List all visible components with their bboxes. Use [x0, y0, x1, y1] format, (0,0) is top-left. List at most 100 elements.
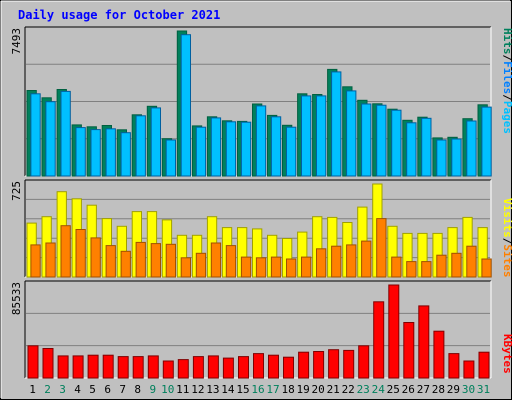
bar-sites-day-22: [346, 244, 357, 278]
x-tick-label-day-3: 3: [59, 383, 66, 396]
legend-kbytes-panel: KBytes: [501, 334, 512, 374]
bar-files-day-14: [225, 121, 237, 177]
bar-sites-day-17: [270, 256, 282, 278]
legend-visits: Visits: [501, 198, 512, 238]
bar-kbytes-day-29: [448, 353, 460, 379]
bar-kbytes-day-24: [373, 301, 385, 379]
bar-kbytes-day-31: [478, 351, 490, 379]
bar-files-day-30: [466, 120, 477, 177]
bar-sites-day-1: [30, 244, 41, 278]
bar-sites-day-31: [481, 258, 492, 278]
bar-sites-day-15: [240, 256, 252, 278]
bar-kbytes-day-16: [253, 353, 264, 379]
y-max-label-kbytes: 85533: [10, 282, 23, 315]
bar-sites-day-18: [286, 258, 297, 278]
legend-files: Files: [501, 61, 512, 94]
bar-files-day-24: [376, 104, 387, 177]
bar-files-day-25: [391, 109, 402, 177]
x-tick-label-day-2: 2: [44, 383, 51, 396]
bar-kbytes-day-8: [132, 356, 144, 379]
x-tick-label-day-30: 30: [462, 383, 475, 396]
bar-sites-day-8: [135, 241, 146, 278]
legend-kbytes: KBytes: [501, 334, 512, 374]
bar-kbytes-day-5: [87, 354, 99, 379]
x-tick-label-day-6: 6: [104, 383, 111, 396]
bar-files-day-28: [436, 139, 447, 177]
x-tick-label-day-22: 22: [342, 383, 355, 396]
x-tick-label-day-23: 23: [357, 383, 370, 396]
x-tick-label-day-20: 20: [311, 383, 324, 396]
x-tick-label-day-24: 24: [372, 383, 386, 396]
x-tick-label-day-11: 11: [176, 383, 189, 396]
bar-kbytes-day-18: [283, 356, 294, 379]
bar-kbytes-day-26: [403, 322, 415, 379]
x-tick-label-day-28: 28: [432, 383, 445, 396]
bar-files-day-29: [451, 138, 462, 177]
x-tick-label-day-12: 12: [191, 383, 204, 396]
y-max-label-hits: 7493: [10, 28, 23, 55]
bar-kbytes-day-11: [177, 359, 189, 379]
legend-hits-panel: Hits/Files/Pages: [501, 28, 512, 134]
bar-sites-day-11: [180, 257, 191, 278]
chart-title: Daily usage for October 2021: [18, 8, 220, 22]
bar-files-day-12: [195, 126, 207, 177]
bar-kbytes-day-14: [222, 357, 234, 379]
legend-sep-1: /: [501, 55, 512, 62]
x-tick-label-day-21: 21: [327, 383, 340, 396]
bar-sites-day-14: [225, 245, 237, 278]
x-tick-label-day-7: 7: [119, 383, 126, 396]
bar-sites-day-23: [361, 240, 372, 278]
bar-sites-day-26: [406, 261, 417, 278]
x-tick-label-day-5: 5: [89, 383, 96, 396]
x-tick-label-day-16: 16: [251, 383, 264, 396]
bar-files-day-31: [481, 106, 492, 177]
x-tick-label-day-4: 4: [74, 383, 81, 396]
bar-sites-day-30: [466, 245, 477, 278]
bar-files-day-18: [286, 126, 297, 177]
bar-sites-day-12: [195, 252, 207, 278]
kbytes-panel: [24, 280, 492, 379]
bar-files-day-3: [60, 90, 71, 177]
legend-hits: Hits: [501, 28, 512, 55]
bar-sites-day-10: [165, 243, 176, 278]
bar-files-day-26: [406, 122, 417, 177]
x-tick-label-day-10: 10: [161, 383, 174, 396]
bar-sites-day-13: [210, 242, 222, 278]
bar-files-day-8: [135, 115, 146, 177]
legend-sep-2: /: [501, 94, 512, 101]
x-tick-label-day-9: 9: [149, 383, 156, 396]
visits-sites-panel: [24, 179, 492, 278]
bar-files-day-2: [45, 101, 56, 177]
bar-kbytes-day-17: [268, 354, 279, 379]
bar-sites-day-9: [150, 243, 161, 278]
legend-visits-panel: Visits/Sites: [501, 198, 512, 278]
bar-kbytes-day-13: [207, 355, 219, 379]
x-tick-label-day-15: 15: [236, 383, 249, 396]
x-tick-label-day-19: 19: [296, 383, 309, 396]
x-axis-day-labels: 1 2 3 4 5 6 7 8 9 10 11 12 13 14 15 16 17 18 19 20 21 22 23 24 2…: [29, 383, 490, 396]
x-tick-label-day-31: 31: [477, 383, 490, 396]
bar-kbytes-day-20: [313, 351, 325, 379]
x-tick-label-day-17: 17: [266, 383, 279, 396]
bar-files-day-13: [210, 117, 222, 177]
bar-files-day-7: [120, 132, 131, 177]
bar-files-day-15: [240, 121, 252, 177]
bar-files-day-9: [150, 107, 161, 177]
bar-files-day-22: [346, 90, 357, 177]
bar-files-day-6: [105, 128, 116, 177]
legend-sep-3: /: [501, 238, 512, 245]
bar-sites-day-4: [75, 229, 86, 278]
y-max-label-visits: 725: [10, 181, 23, 201]
bar-kbytes-day-25: [388, 284, 400, 379]
bar-files-day-17: [270, 116, 282, 177]
bar-sites-day-20: [316, 248, 327, 278]
bar-kbytes-day-23: [358, 345, 370, 379]
bar-sites-day-21: [331, 245, 342, 278]
bar-sites-day-24: [376, 218, 387, 278]
bar-sites-day-28: [436, 254, 447, 278]
bar-sites-day-3: [60, 225, 71, 278]
bar-kbytes-day-22: [343, 349, 355, 379]
bar-sites-day-7: [120, 250, 131, 278]
x-tick-label-day-27: 27: [417, 383, 430, 396]
